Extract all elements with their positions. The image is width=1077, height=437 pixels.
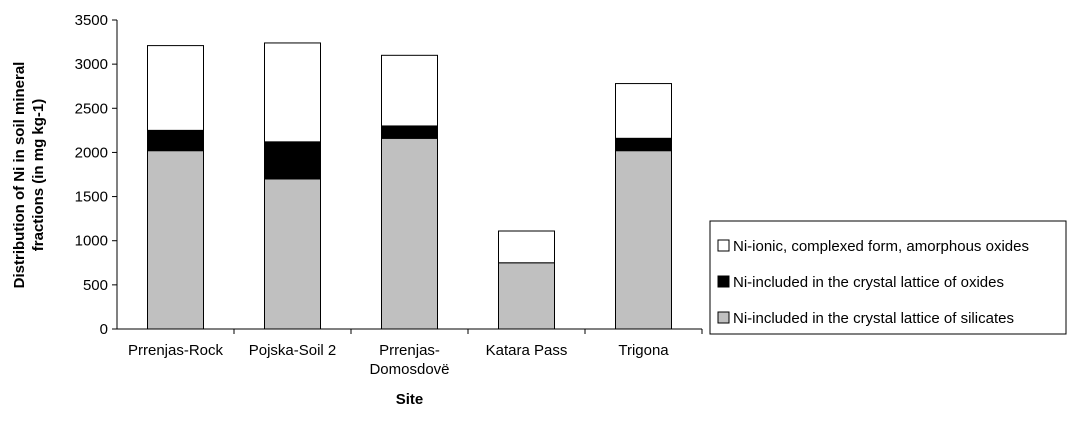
bar-segment: [498, 230, 555, 264]
y-axis-title-line: Distribution of Ni in soil mineral: [11, 62, 28, 289]
bar-segment: [381, 137, 438, 330]
x-tick-label-line: Prrenjas-: [379, 342, 440, 359]
y-tick-label: 2000: [75, 144, 108, 161]
y-tick-label: 3000: [75, 56, 108, 73]
x-tick-label-line: Prrenjas-Rock: [128, 342, 224, 359]
bar-stack: [264, 42, 321, 330]
x-tick-label-line: Trigona: [618, 342, 669, 359]
legend-item: Ni-included in the crystal lattice of si…: [717, 310, 1014, 327]
y-tick-label: 500: [83, 277, 108, 294]
legend-swatch: [717, 311, 730, 324]
legend: Ni-ionic, complexed form, amorphous oxid…: [709, 220, 1067, 335]
bar-segment: [615, 137, 672, 152]
x-tick-label-line: Katara Pass: [486, 342, 568, 359]
legend-label: Ni-included in the crystal lattice of si…: [733, 310, 1014, 327]
bar-segment: [264, 141, 321, 180]
legend-item: Ni-included in the crystal lattice of ox…: [717, 274, 1004, 291]
y-axis-title-text: Distribution of Ni in soil mineral fracti…: [11, 62, 47, 289]
x-axis-tick-labels: Prrenjas-Rock Pojska-Soil 2 Prrenjas- Domos…: [128, 329, 703, 378]
x-axis-title: Site: [396, 391, 424, 408]
x-tick-label: Prrenjas- Domosdovë: [369, 342, 449, 378]
y-tick-label: 1500: [75, 189, 108, 206]
bar-segment: [381, 54, 438, 127]
x-tick-label-line: Pojska-Soil 2: [249, 342, 337, 359]
y-tick-label: 3500: [75, 12, 108, 29]
bar-segment: [498, 262, 555, 330]
y-axis-title-line: fractions (in mg kg-1): [30, 99, 47, 252]
legend-label: Ni-included in the crystal lattice of ox…: [733, 274, 1004, 291]
y-tick-label: 1000: [75, 233, 108, 250]
bar-segment: [264, 178, 321, 330]
legend-swatch: [717, 275, 730, 288]
x-tick-label: Pojska-Soil 2: [249, 342, 337, 359]
legend-item: Ni-ionic, complexed form, amorphous oxid…: [717, 238, 1029, 255]
bars: [147, 42, 672, 330]
y-tick-label: 0: [100, 321, 108, 338]
x-tick-label: Prrenjas-Rock: [128, 342, 224, 359]
bar-segment: [615, 150, 672, 330]
y-axis-title: Distribution of Ni in soil mineral fracti…: [11, 62, 47, 289]
x-tick-label: Katara Pass: [486, 342, 568, 359]
bar-stack: [381, 54, 438, 330]
y-tick-label: 2500: [75, 100, 108, 117]
bar-stack: [498, 230, 555, 330]
x-tick-label: Trigona: [618, 342, 669, 359]
bar-segment: [147, 45, 204, 131]
bar-segment: [147, 129, 204, 152]
legend-frame: [709, 220, 1067, 335]
bar-segment: [147, 150, 204, 330]
legend-label: Ni-ionic, complexed form, amorphous oxid…: [733, 238, 1029, 255]
bar-stack: [615, 83, 672, 330]
y-axis-ticks: 0 500 1000 1500 2000 2500 3000 3500: [75, 12, 117, 338]
bar-stack: [147, 45, 204, 330]
bar-segment: [615, 83, 672, 139]
bar-segment: [381, 125, 438, 139]
x-tick-label-line: Domosdovë: [369, 361, 449, 378]
bar-segment: [264, 42, 321, 143]
legend-swatch: [717, 239, 730, 252]
